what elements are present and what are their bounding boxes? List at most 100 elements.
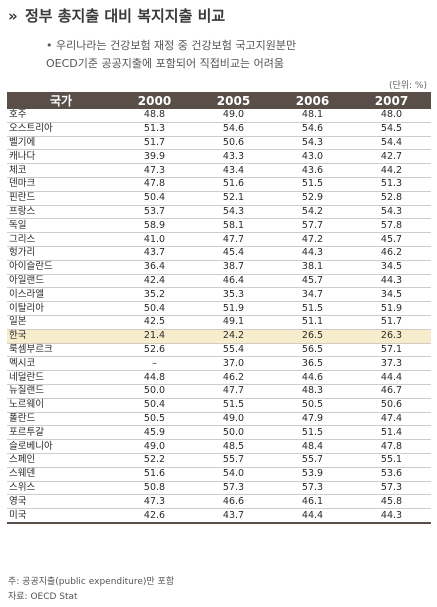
value-cell: 50.0 bbox=[194, 425, 273, 441]
page-title-text: 정부 총지출 대비 복지지출 비교 bbox=[24, 7, 226, 25]
value-cell: 45.7 bbox=[352, 232, 431, 247]
value-cell: 48.1 bbox=[273, 109, 352, 123]
table-row: 캐나다 39.9 43.3 43.0 42.7 bbox=[7, 149, 431, 165]
table-row: 덴마크 47.8 51.6 51.5 51.3 bbox=[7, 177, 431, 192]
value-cell: 53.7 bbox=[115, 205, 194, 220]
value-cell: 51.7 bbox=[352, 315, 431, 330]
value-cell: 36.4 bbox=[115, 260, 194, 275]
value-cell: 47.8 bbox=[352, 439, 431, 454]
value-cell: 57.8 bbox=[352, 218, 431, 234]
country-cell: 슬로베니아 bbox=[7, 439, 115, 454]
value-cell: 54.6 bbox=[273, 122, 352, 137]
value-cell: 44.3 bbox=[352, 508, 431, 524]
table-row: 폴란드 50.5 49.0 47.9 47.4 bbox=[7, 412, 431, 427]
table-row: 헝가리 43.7 45.4 44.3 46.2 bbox=[7, 246, 431, 261]
value-cell: 50.4 bbox=[115, 301, 194, 316]
value-cell: 44.3 bbox=[352, 274, 431, 289]
value-cell: 47.4 bbox=[352, 412, 431, 427]
value-cell: 52.2 bbox=[115, 453, 194, 468]
table-header-row: 국가 2000 2005 2006 2007 bbox=[7, 92, 431, 109]
value-cell: 47.3 bbox=[115, 163, 194, 178]
value-cell: 51.6 bbox=[115, 467, 194, 482]
value-cell: 46.2 bbox=[194, 370, 273, 385]
table-body: 호주 48.8 49.0 48.1 48.0 오스트리아 51.3 54.6 54.6 54.5 벨… bbox=[7, 109, 431, 524]
value-cell: 48.8 bbox=[115, 109, 194, 123]
value-cell: 49.0 bbox=[194, 412, 273, 427]
table-row: 이탈리아 50.4 51.9 51.5 51.9 bbox=[7, 301, 431, 316]
value-cell: 46.1 bbox=[273, 494, 352, 510]
value-cell: 34.5 bbox=[352, 260, 431, 275]
value-cell: 41.0 bbox=[115, 232, 194, 247]
value-cell: 54.3 bbox=[194, 205, 273, 220]
country-cell: 폴란드 bbox=[7, 412, 115, 427]
value-cell: 51.5 bbox=[194, 398, 273, 413]
value-cell: 48.5 bbox=[194, 439, 273, 454]
table-row: 포르투갈 45.9 50.0 51.5 51.4 bbox=[7, 425, 431, 441]
value-cell: 52.1 bbox=[194, 191, 273, 206]
value-cell: 44.3 bbox=[273, 246, 352, 261]
country-cell: 이탈리아 bbox=[7, 301, 115, 316]
value-cell: 38.7 bbox=[194, 260, 273, 275]
value-cell: 58.1 bbox=[194, 218, 273, 234]
country-cell: 아이슬란드 bbox=[7, 260, 115, 275]
value-cell: 46.6 bbox=[194, 494, 273, 510]
value-cell: 36.5 bbox=[273, 356, 352, 372]
value-cell: 51.9 bbox=[194, 301, 273, 316]
value-cell: 50.6 bbox=[352, 398, 431, 413]
value-cell: 58.9 bbox=[115, 218, 194, 234]
value-cell: 39.9 bbox=[115, 149, 194, 165]
value-cell: 42.5 bbox=[115, 315, 194, 330]
header-2006: 2006 bbox=[273, 92, 352, 109]
value-cell: 42.4 bbox=[115, 274, 194, 289]
value-cell: 51.9 bbox=[352, 301, 431, 316]
table-row: 이스라엘 35.2 35.3 34.7 34.5 bbox=[7, 287, 431, 303]
country-cell: 노르웨이 bbox=[7, 398, 115, 413]
value-cell: 51.5 bbox=[273, 425, 352, 441]
table-row: 네덜란드 44.8 46.2 44.6 44.4 bbox=[7, 370, 431, 385]
table-row: 체코 47.3 43.4 43.6 44.2 bbox=[7, 163, 431, 178]
value-cell: 44.6 bbox=[273, 370, 352, 385]
table-row: 뉴질랜드 50.0 47.7 48.3 46.7 bbox=[7, 384, 431, 399]
value-cell: 38.1 bbox=[273, 260, 352, 275]
value-cell: 57.3 bbox=[273, 481, 352, 496]
value-cell: 55.7 bbox=[194, 453, 273, 468]
note-line-1: • 우리나라는 건강보험 재정 중 건강보험 국고지원분만 bbox=[46, 39, 297, 52]
value-cell: 51.5 bbox=[273, 177, 352, 192]
country-cell: 스위스 bbox=[7, 481, 115, 496]
table-row: 미국 42.6 43.7 44.4 44.3 bbox=[7, 508, 431, 524]
table-row: 멕시코 –37.0 36.5 37.3 bbox=[7, 356, 431, 372]
value-cell: 46.2 bbox=[352, 246, 431, 261]
value-cell: 48.4 bbox=[273, 439, 352, 454]
value-cell: 47.9 bbox=[273, 412, 352, 427]
value-cell: 49.1 bbox=[194, 315, 273, 330]
value-cell: 53.6 bbox=[352, 467, 431, 482]
value-cell: 57.7 bbox=[273, 218, 352, 234]
country-cell: 핀란드 bbox=[7, 191, 115, 206]
table-row: 호주 48.8 49.0 48.1 48.0 bbox=[7, 109, 431, 123]
country-cell: 룩셈부르크 bbox=[7, 343, 115, 358]
table-row: 한국 21.4 24.2 26.5 26.3 bbox=[7, 329, 431, 344]
value-cell: 55.4 bbox=[194, 343, 273, 358]
value-cell: 50.4 bbox=[115, 191, 194, 206]
double-chevron-icon: » bbox=[8, 7, 18, 25]
value-cell: 46.7 bbox=[352, 384, 431, 399]
value-cell: 47.8 bbox=[115, 177, 194, 192]
value-cell: 54.3 bbox=[352, 205, 431, 220]
country-cell: 프랑스 bbox=[7, 205, 115, 220]
value-cell: 50.8 bbox=[115, 481, 194, 496]
value-cell: 37.3 bbox=[352, 356, 431, 372]
country-cell: 캐나다 bbox=[7, 149, 115, 165]
country-cell: 헝가리 bbox=[7, 246, 115, 261]
value-cell: 26.5 bbox=[273, 329, 352, 344]
value-cell: 49.0 bbox=[194, 109, 273, 123]
value-cell: 57.3 bbox=[352, 481, 431, 496]
country-cell: 영국 bbox=[7, 494, 115, 510]
table-row: 노르웨이 50.4 51.5 50.5 50.6 bbox=[7, 398, 431, 413]
value-cell: 43.0 bbox=[273, 149, 352, 165]
value-cell: 47.7 bbox=[194, 384, 273, 399]
value-cell: 44.4 bbox=[273, 508, 352, 524]
table-row: 스웨덴 51.6 54.0 53.9 53.6 bbox=[7, 467, 431, 482]
table-row: 슬로베니아 49.0 48.5 48.4 47.8 bbox=[7, 439, 431, 454]
value-cell: 57.1 bbox=[352, 343, 431, 358]
value-cell: 54.0 bbox=[194, 467, 273, 482]
